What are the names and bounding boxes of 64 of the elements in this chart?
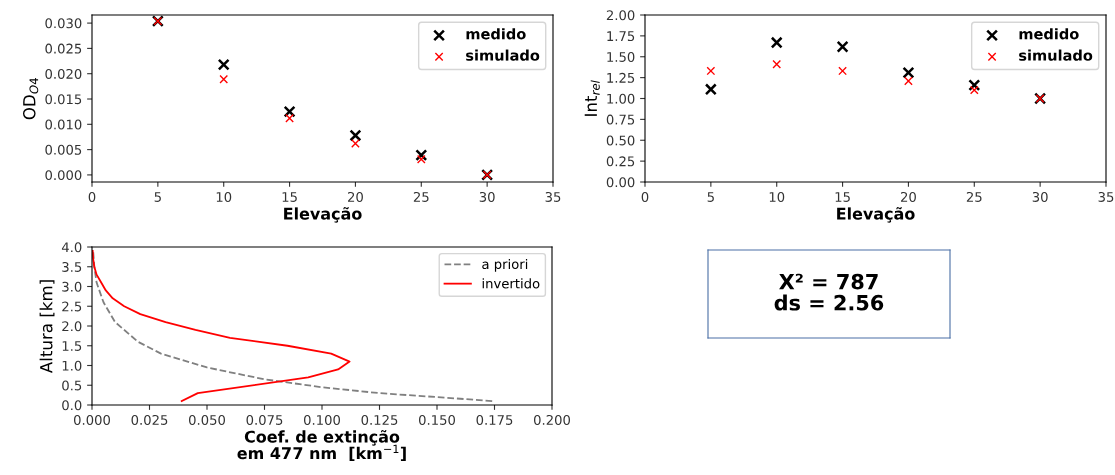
- legend-label: simulado: [466, 49, 540, 61]
- x-tick-label: 0: [641, 191, 649, 202]
- y-tick-label: 0.00: [606, 177, 635, 188]
- x-tick-label: 30: [479, 191, 495, 202]
- y-tick-label: 1.00: [607, 93, 635, 104]
- x-tick-label: 20: [901, 191, 916, 202]
- y-tick-label: 1.0: [62, 360, 82, 371]
- y-tick-label: 3.5: [62, 261, 82, 272]
- legend-label: simulado: [1019, 49, 1093, 61]
- x-tick-label: 5: [154, 192, 161, 202]
- x-tick-label: 10: [769, 191, 785, 202]
- y-tick-label: 1.25: [607, 72, 635, 83]
- x-tick-label: 20: [348, 191, 363, 202]
- y-tick-label: 0.030: [45, 18, 82, 29]
- y-tick-label: 0.010: [45, 119, 82, 130]
- text: ds = 2.56: [774, 294, 884, 311]
- y-tick-label: 0.25: [606, 156, 635, 167]
- y-tick-label: 0.020: [45, 68, 82, 79]
- x-tick-label: 0.100: [303, 414, 341, 425]
- y-axis-title: Altura [km]: [39, 280, 55, 374]
- y-tick-label: 1.5: [62, 341, 82, 351]
- x-tick-label: 30: [1032, 191, 1048, 202]
- x-tick-label: 15: [282, 192, 297, 202]
- x-tick-label: 0.200: [533, 414, 571, 425]
- y-axis-title: Int$_{rel}$: [584, 80, 600, 116]
- y-tick-label: 1.75: [607, 31, 635, 42]
- legend-label: medido: [466, 28, 526, 40]
- y-tick-label: 0.025: [45, 43, 82, 54]
- x-tick-label: 0.000: [73, 414, 111, 425]
- x-tick-label: 0.150: [418, 414, 456, 425]
- x-tick-label: 0.025: [131, 414, 168, 425]
- y-tick-label: 0.005: [45, 144, 82, 155]
- y-tick-label: 2.5: [62, 301, 82, 312]
- legend-label: a priori: [482, 258, 528, 272]
- y-tick-label: 2.00: [606, 10, 635, 21]
- legend-label: invertido: [482, 278, 540, 289]
- x-tick-label: 35: [1098, 191, 1114, 202]
- y-tick-label: 0.0: [62, 400, 82, 411]
- x-axis-title: Elevação: [837, 207, 915, 223]
- y-axis-title: OD$_{O4}$: [22, 78, 39, 120]
- x-tick-label: 5: [707, 192, 714, 202]
- y-tick-label: 4.0: [61, 242, 82, 253]
- y-tick-label: 0.5: [62, 380, 82, 391]
- y-tick-label: 2.0: [62, 321, 82, 332]
- x-tick-label: 0.175: [476, 414, 513, 425]
- y-tick-label: 0.50: [606, 135, 635, 146]
- y-tick-label: 0.015: [45, 94, 82, 105]
- x-tick-label: 25: [966, 191, 982, 202]
- legend-label: medido: [1019, 28, 1079, 40]
- x-tick-label: 0.075: [246, 414, 283, 425]
- y-tick-label: 0.75: [606, 114, 635, 125]
- x-tick-label: 0.050: [188, 414, 226, 425]
- y-tick-label: 3.0: [62, 281, 82, 292]
- x-axis-title: Elevação: [284, 207, 362, 223]
- y-tick-label: 0.000: [45, 170, 82, 181]
- y-tick-label: 1.50: [607, 51, 635, 62]
- x-tick-label: 15: [835, 192, 850, 202]
- x-tick-label: 35: [545, 191, 561, 202]
- x-tick-label: 0: [88, 191, 96, 202]
- x-tick-label: 10: [216, 191, 232, 202]
- x-tick-label: 0.125: [361, 414, 398, 425]
- x-axis-title: Coef. de extinção em 477 nm [km$^{−1}$]: [237, 430, 406, 462]
- x-tick-label: 25: [413, 191, 429, 202]
- text: X² = 787: [779, 273, 878, 290]
